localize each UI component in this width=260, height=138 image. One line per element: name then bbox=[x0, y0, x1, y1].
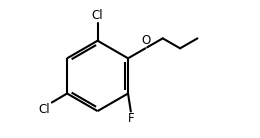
Text: Cl: Cl bbox=[39, 103, 50, 116]
Text: O: O bbox=[141, 34, 151, 47]
Text: Cl: Cl bbox=[92, 9, 103, 22]
Text: F: F bbox=[127, 112, 134, 125]
